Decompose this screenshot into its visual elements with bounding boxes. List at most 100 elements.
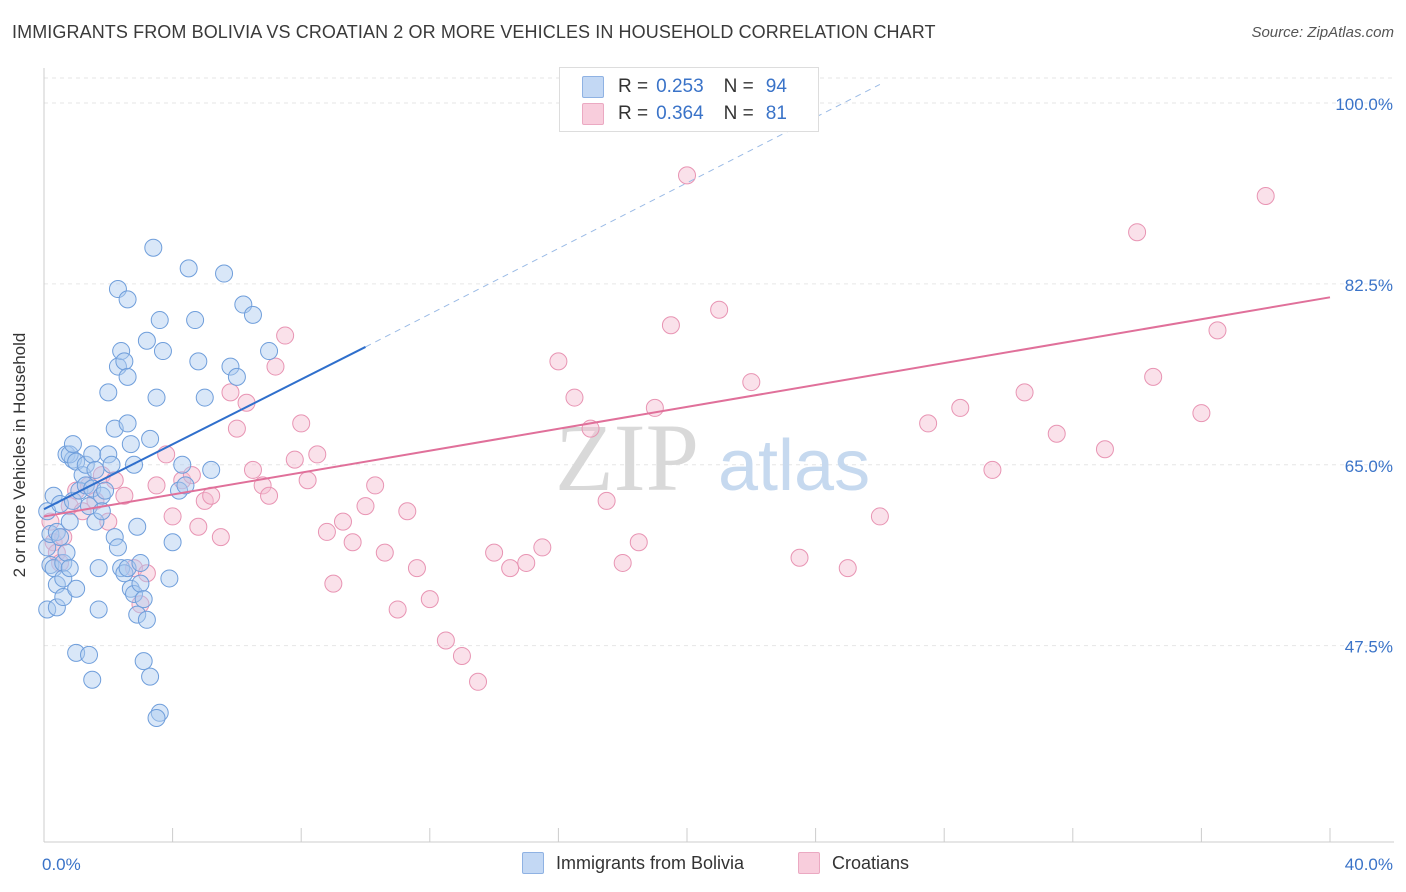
croatians-point: [292, 414, 311, 433]
bolivia-point: [153, 342, 172, 361]
bolivia-point: [134, 590, 153, 609]
legend-r-label: R =: [618, 103, 649, 124]
tick-labels: 100.0% 82.5% 65.0% 47.5% 0.0% 40.0%: [42, 95, 1393, 874]
croatians-point: [388, 600, 407, 619]
x-tick-label: 0.0%: [42, 855, 81, 874]
bolivia-point: [41, 525, 60, 543]
croatians-point: [131, 595, 150, 614]
croatians-point: [221, 383, 240, 402]
croatians-point: [790, 548, 809, 567]
bolivia-point: [57, 543, 76, 562]
bolivia-point: [83, 670, 102, 689]
y-tick-label: 82.5%: [1345, 276, 1393, 295]
legend-swatch-pink: [798, 852, 820, 874]
croatians-point: [661, 316, 680, 335]
croatians-point: [173, 471, 192, 490]
bolivia-point: [147, 708, 166, 727]
croatians-point: [436, 631, 455, 650]
bolivia-point: [63, 435, 82, 454]
bolivia-point: [92, 486, 111, 505]
bolivia-point: [96, 481, 115, 500]
croatians-point: [1208, 321, 1227, 340]
croatians-point: [308, 445, 327, 464]
watermark-zip: ZIP: [555, 404, 699, 511]
bolivia-point: [60, 559, 79, 578]
bolivia-point: [215, 264, 234, 283]
bolivia-point: [137, 331, 156, 350]
bolivia-point: [86, 512, 105, 531]
croatians-point: [1128, 223, 1147, 242]
bolivia-point: [150, 703, 169, 722]
legend-label-croatians: Croatians: [832, 852, 910, 873]
croatians-point: [983, 460, 1002, 479]
bolivia-point: [227, 367, 246, 386]
croatians-point: [333, 512, 352, 531]
bolivia-point: [160, 569, 179, 588]
bolivia-point: [102, 455, 121, 474]
croatians-point: [189, 517, 208, 536]
croatians-point: [266, 357, 285, 376]
croatians-point: [407, 559, 426, 578]
bolivia-point: [60, 512, 79, 531]
axes: [43, 68, 1394, 843]
bolivia-point: [173, 455, 192, 474]
legend-n-label: N =: [723, 76, 754, 97]
bolivia-point: [76, 455, 95, 474]
series-legend: Immigrants from Bolivia Croatians: [0, 852, 1406, 878]
croatians-point: [99, 512, 118, 531]
bolivia-point: [121, 435, 140, 454]
correlation-legend: R = 0.253 N = 94 R = 0.364 N = 81: [559, 67, 819, 132]
legend-row-croatians: R = 0.364 N = 81: [582, 101, 787, 127]
bolivia-point: [47, 522, 66, 541]
bolivia-point: [115, 352, 134, 371]
croatians-point: [398, 502, 417, 521]
croatians-point: [163, 507, 182, 526]
croatians-point: [1095, 440, 1114, 459]
bolivia-point: [134, 652, 153, 671]
legend-swatch-blue: [582, 76, 604, 98]
croatians-point: [517, 553, 536, 572]
bolivia-point: [176, 476, 195, 495]
bolivia-point: [60, 445, 79, 464]
croatians-point: [356, 497, 375, 516]
bolivia-point: [141, 667, 160, 686]
croatians-point: [710, 300, 729, 319]
croatians-point: [147, 476, 166, 495]
croatians-point: [227, 419, 246, 438]
croatians-point: [549, 352, 568, 371]
croatians-point: [870, 507, 889, 526]
croatians-point: [838, 559, 857, 578]
bolivia-point: [108, 538, 127, 557]
legend-r-value: 0.253: [656, 76, 704, 97]
legend-item-bolivia[interactable]: Immigrants from Bolivia: [522, 852, 744, 874]
croatians-point: [565, 388, 584, 407]
croatians-point: [485, 543, 504, 562]
croatians-point: [469, 672, 488, 691]
bolivia-point: [118, 290, 137, 309]
croatians-point: [260, 486, 279, 505]
bolivia-point: [54, 588, 73, 607]
bolivia-point: [38, 538, 57, 557]
bolivia-point: [121, 579, 140, 598]
bolivia-point: [150, 311, 169, 330]
bolivia-point: [131, 553, 150, 572]
bolivia-point: [147, 388, 166, 407]
croatians-point: [276, 326, 295, 345]
croatians-point: [317, 522, 336, 541]
bolivia-points: [38, 238, 279, 727]
croatians-point: [452, 646, 471, 665]
legend-item-croatians[interactable]: Croatians: [798, 852, 909, 874]
source-label: Source: ZipAtlas.com: [1251, 24, 1394, 41]
croatians-point: [1192, 404, 1211, 423]
legend-n-value: 81: [765, 103, 787, 124]
bolivia-point: [195, 388, 214, 407]
bolivia-point: [189, 352, 208, 371]
croatians-point: [343, 533, 362, 552]
trend-lines: [43, 83, 1331, 518]
bolivia-point: [86, 460, 105, 479]
croatians-point: [1256, 187, 1275, 206]
bolivia-point: [47, 598, 66, 617]
bolivia-point: [128, 517, 147, 536]
croatians-point: [420, 590, 439, 609]
bolivia-point: [144, 238, 163, 257]
